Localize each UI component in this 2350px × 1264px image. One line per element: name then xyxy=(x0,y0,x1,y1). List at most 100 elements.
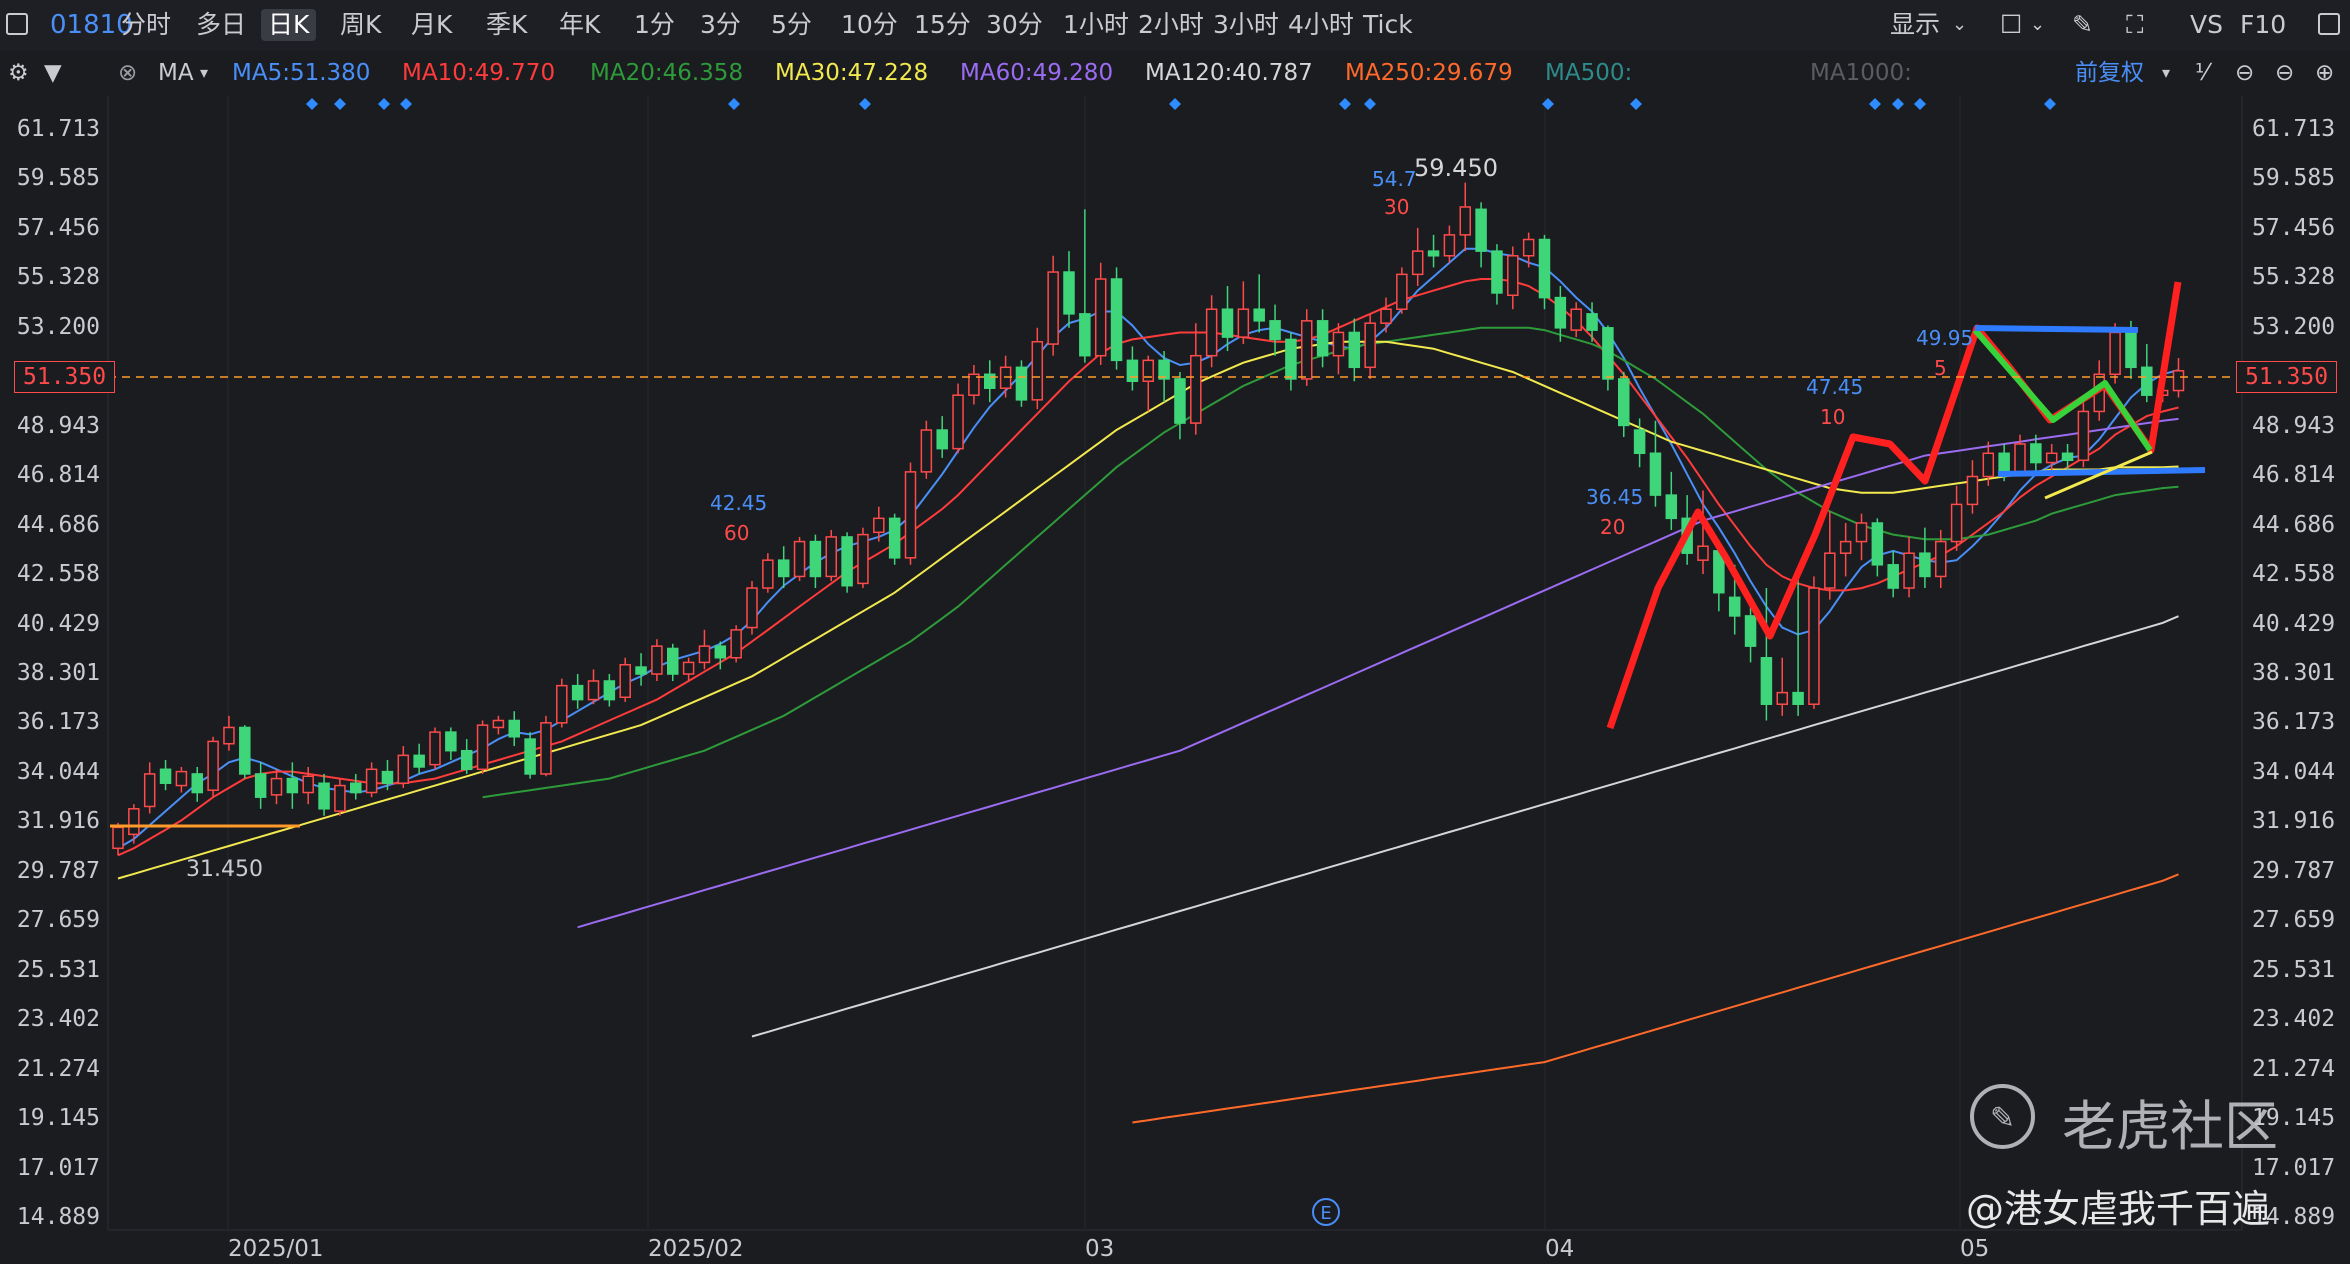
timeframe-1[interactable]: 多日 xyxy=(196,10,247,39)
candle xyxy=(270,769,283,805)
price-tick: 42.558 xyxy=(2252,561,2336,588)
timeframe-13[interactable]: 1小时 xyxy=(1063,10,1129,39)
chevron-down-icon[interactable]: ⌄ xyxy=(1952,14,1968,35)
timeframe-7[interactable]: 1分 xyxy=(634,10,675,39)
chevron-down-icon[interactable]: ⌄ xyxy=(2030,14,2046,35)
add-icon[interactable]: ⊕ xyxy=(2315,60,2335,86)
ma-legend-1[interactable]: MA10:49.770 xyxy=(402,60,556,86)
candle xyxy=(1094,262,1107,365)
zoom-out-icon[interactable]: ⊖ xyxy=(2235,60,2255,86)
symbol-code[interactable]: 01810 xyxy=(50,10,133,40)
price-annotation: 54.7 xyxy=(1372,167,1417,191)
price-tick: 48.943 xyxy=(2252,412,2336,439)
event-diamond xyxy=(1169,98,1181,110)
log-scale-icon[interactable]: ⅟ xyxy=(2195,60,2209,86)
fullscreen-icon[interactable]: ⛶ xyxy=(2126,10,2144,39)
timeframe-6[interactable]: 年K xyxy=(559,10,601,39)
candle xyxy=(777,546,790,589)
ma-selector[interactable]: MA xyxy=(158,60,194,86)
f10-button[interactable]: F10 xyxy=(2240,10,2287,39)
vs-button[interactable]: VS xyxy=(2190,10,2223,39)
price-tick: 55.328 xyxy=(16,264,100,291)
event-diamond xyxy=(1892,98,1904,110)
timeframe-0[interactable]: 分时 xyxy=(121,10,172,39)
ma-legend-4[interactable]: MA60:49.280 xyxy=(960,60,1114,86)
sidebar-toggle-icon[interactable] xyxy=(6,13,28,35)
candle xyxy=(1031,327,1044,410)
price-axis-right: 61.713 59.585 57.456 55.328 53.200 48.943 46.8… xyxy=(2242,96,2350,1230)
draw-pen-icon[interactable]: ✎ xyxy=(2072,10,2093,39)
ma-legend-6[interactable]: MA250:29.679 xyxy=(1345,60,1513,86)
price-tick: 31.916 xyxy=(16,808,100,835)
timeframe-9[interactable]: 5分 xyxy=(771,10,812,39)
price-tick: 59.585 xyxy=(16,165,100,192)
event-diamond xyxy=(400,98,412,110)
timeframe-17[interactable]: Tick xyxy=(1363,10,1413,39)
price-tick: 27.659 xyxy=(16,907,100,934)
candle xyxy=(1110,267,1123,370)
adjust-mode[interactable]: 前复权 xyxy=(2075,60,2144,86)
candle xyxy=(968,364,980,405)
candle xyxy=(1665,471,1678,530)
close-icon[interactable]: ⊗ xyxy=(118,60,138,86)
timeframe-14[interactable]: 2小时 xyxy=(1138,10,1204,39)
timeframe-4[interactable]: 月K xyxy=(411,10,453,39)
price-tick: 19.145 xyxy=(2252,1105,2336,1132)
timeframe-11[interactable]: 15分 xyxy=(914,10,971,39)
timeframe-15[interactable]: 3小时 xyxy=(1213,10,1279,39)
candle xyxy=(508,711,520,747)
candle xyxy=(888,513,901,565)
timeframe-8[interactable]: 3分 xyxy=(700,10,741,39)
checkbox-icon[interactable]: ☐ xyxy=(2000,10,2023,39)
panel-toggle-icon[interactable] xyxy=(2318,13,2340,35)
timeframe-12[interactable]: 30分 xyxy=(986,10,1043,39)
candle xyxy=(1364,313,1376,379)
event-diamond xyxy=(2044,98,2056,110)
event-marker[interactable]: E xyxy=(1312,1198,1340,1226)
candle xyxy=(1285,332,1297,391)
ma-legend-3[interactable]: MA30:47.228 xyxy=(775,60,929,86)
price-tick: 61.713 xyxy=(16,116,100,142)
ma-legend-7[interactable]: MA500: xyxy=(1545,60,1633,86)
chevron-down-icon[interactable]: ▾ xyxy=(200,63,209,82)
candle xyxy=(2045,443,2058,472)
candle xyxy=(191,766,203,802)
ma-legend-2[interactable]: MA20:46.358 xyxy=(590,60,744,86)
candle xyxy=(1855,513,1868,561)
ma-legend-8[interactable]: MA1000: xyxy=(1810,60,1912,86)
timeframe-5[interactable]: 季K xyxy=(486,10,528,39)
candle xyxy=(286,762,299,809)
candle xyxy=(2061,443,2074,470)
candle xyxy=(841,532,853,593)
current-price-tag-left: 51.350 xyxy=(14,361,116,393)
collapse-icon[interactable]: ▼ xyxy=(44,60,62,86)
candle xyxy=(334,778,346,816)
price-annotation: 59.450 xyxy=(1414,154,1498,182)
price-tick: 21.274 xyxy=(16,1055,100,1082)
candle xyxy=(746,581,758,635)
settings-gear-icon[interactable]: ⚙ xyxy=(8,60,29,86)
event-diamond xyxy=(306,98,318,110)
timeframe-2[interactable]: 日K xyxy=(261,9,317,41)
display-menu[interactable]: 显示 xyxy=(1890,10,1941,39)
price-tick: 59.585 xyxy=(2252,165,2336,192)
timeframe-10[interactable]: 10分 xyxy=(841,10,898,39)
price-tick: 14.889 xyxy=(16,1204,100,1230)
candle xyxy=(476,720,489,774)
candle xyxy=(984,360,996,403)
event-diamond xyxy=(1339,98,1351,110)
candle xyxy=(952,383,964,454)
ma-legend-5[interactable]: MA120:40.787 xyxy=(1145,60,1313,86)
ma-legend-0[interactable]: MA5:51.380 xyxy=(232,60,371,86)
chevron-down-icon[interactable]: ▾ xyxy=(2162,63,2171,82)
price-annotation: 5 xyxy=(1934,356,1947,380)
event-diamond xyxy=(1914,98,1926,110)
minus-icon[interactable]: ⊖ xyxy=(2275,60,2295,86)
candle xyxy=(1871,518,1884,577)
candle xyxy=(603,674,616,707)
timeframe-3[interactable]: 周K xyxy=(340,10,382,39)
timeframe-16[interactable]: 4小时 xyxy=(1288,10,1354,39)
candle xyxy=(1633,418,1646,468)
price-tick: 29.787 xyxy=(2252,857,2336,884)
